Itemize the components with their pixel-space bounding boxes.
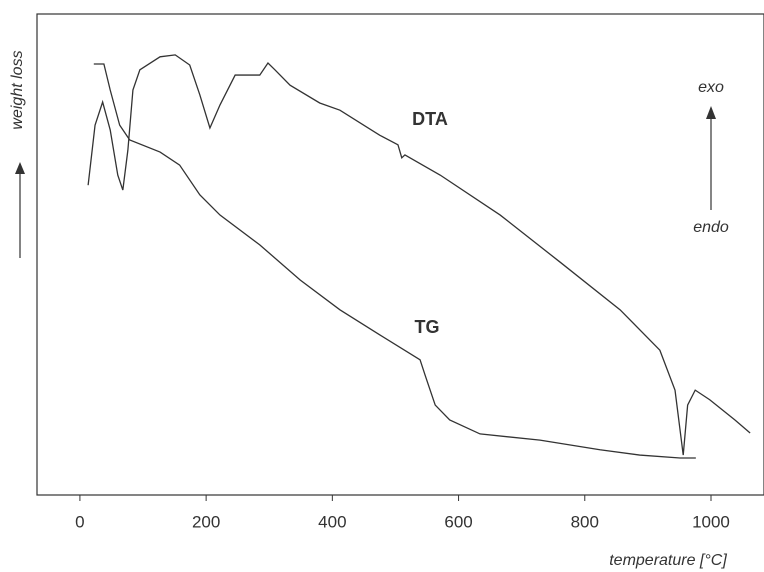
x-tick-label: 0 <box>75 512 84 531</box>
exo-label: exo <box>698 79 724 96</box>
dta-label: DTA <box>412 109 448 129</box>
data-line <box>87 54 751 456</box>
tg-label: TG <box>415 317 440 337</box>
y-arrow-head <box>15 162 25 174</box>
x-tick-label: 200 <box>192 512 220 531</box>
x-tick-label: 1000 <box>692 512 730 531</box>
endo-label: endo <box>693 219 729 236</box>
x-tick-label: 600 <box>444 512 472 531</box>
data-line <box>93 63 696 459</box>
exo-arrow-head <box>706 106 716 119</box>
x-axis-label: temperature [°C] <box>609 552 727 569</box>
y-axis-label: weight loss <box>9 50 26 129</box>
x-tick-label: 400 <box>318 512 346 531</box>
plot-frame <box>36 13 764 496</box>
x-tick-label: 800 <box>571 512 599 531</box>
